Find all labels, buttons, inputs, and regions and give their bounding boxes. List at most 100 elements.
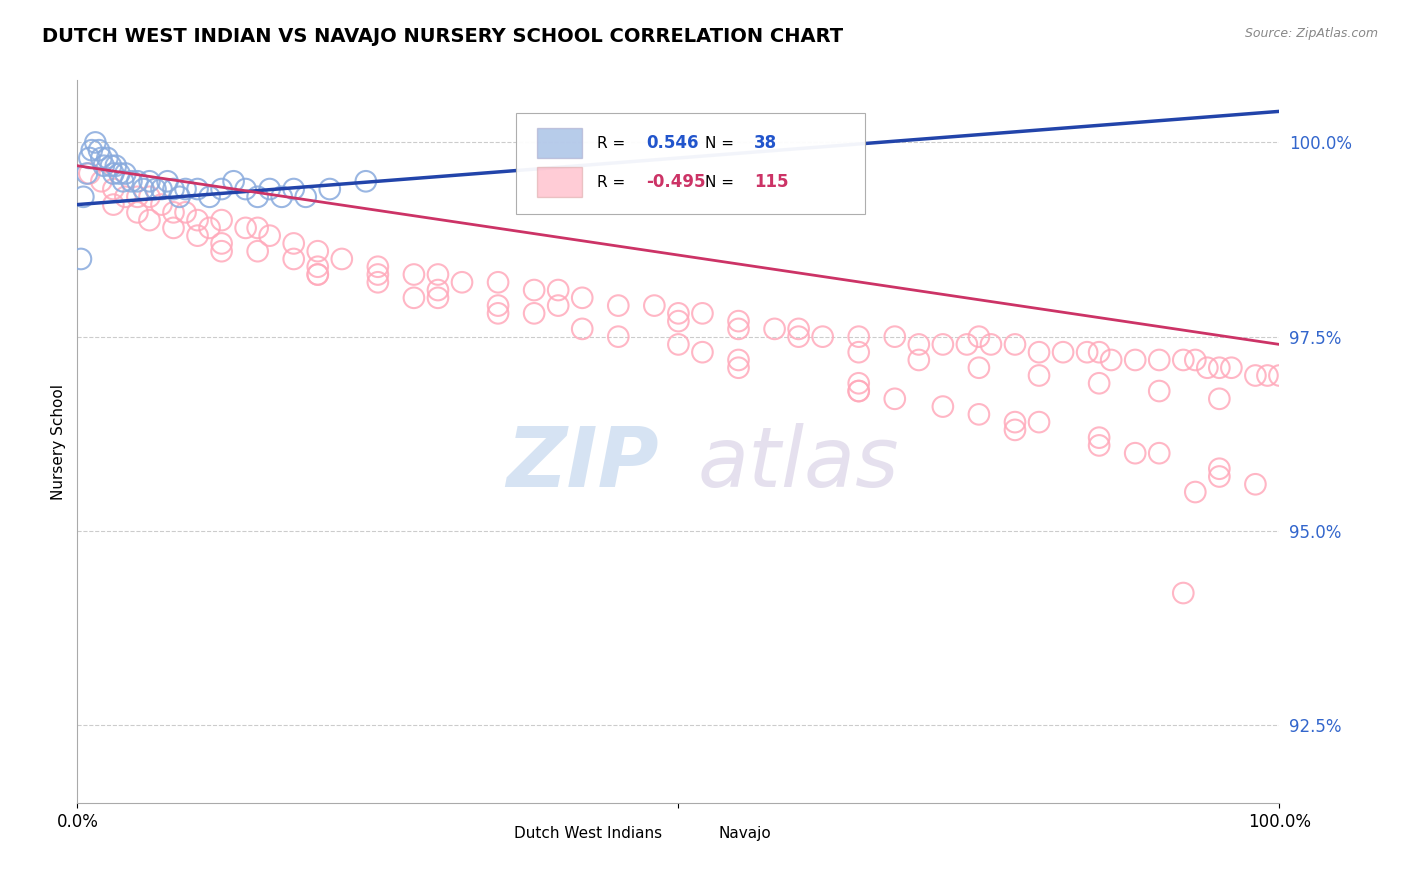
Point — [787, 329, 810, 343]
Point — [96, 151, 118, 165]
Point — [259, 182, 281, 196]
Point — [367, 268, 389, 282]
Point — [668, 337, 690, 351]
Bar — [537, 167, 582, 197]
Point — [1208, 461, 1230, 475]
Point — [811, 329, 834, 343]
Point — [127, 205, 149, 219]
Text: Navajo: Navajo — [718, 826, 770, 840]
Point — [162, 205, 184, 219]
Point — [294, 190, 316, 204]
Point — [145, 182, 167, 196]
Point — [1088, 431, 1111, 445]
Point — [246, 190, 269, 204]
Point — [692, 306, 714, 320]
Point — [1149, 384, 1171, 398]
Point — [211, 244, 233, 259]
Point — [1149, 353, 1171, 368]
Point — [427, 283, 450, 297]
Point — [547, 299, 569, 313]
Point — [848, 345, 870, 359]
Point — [1184, 353, 1206, 368]
Point — [547, 283, 569, 297]
Text: R =: R = — [596, 175, 630, 190]
Point — [108, 167, 131, 181]
Point — [692, 345, 714, 359]
Point — [932, 337, 955, 351]
Text: 115: 115 — [754, 173, 789, 191]
Point — [104, 159, 127, 173]
Point — [607, 299, 630, 313]
Point — [307, 244, 329, 259]
Text: 0.546: 0.546 — [645, 134, 699, 153]
Point — [90, 151, 112, 165]
Point — [162, 220, 184, 235]
Point — [763, 322, 786, 336]
Point — [103, 167, 125, 181]
Point — [1123, 446, 1146, 460]
Point — [1088, 345, 1111, 359]
Text: N =: N = — [704, 136, 738, 151]
Point — [1028, 345, 1050, 359]
Point — [150, 197, 173, 211]
Point — [486, 299, 509, 313]
Bar — [679, 824, 709, 843]
Point — [1028, 415, 1050, 429]
Point — [132, 182, 155, 196]
Point — [1173, 586, 1195, 600]
Point — [1099, 353, 1122, 368]
Point — [138, 213, 160, 227]
Point — [114, 190, 136, 204]
Text: Source: ZipAtlas.com: Source: ZipAtlas.com — [1244, 27, 1378, 40]
Point — [211, 236, 233, 251]
Point — [186, 182, 209, 196]
Point — [120, 174, 142, 188]
Point — [330, 252, 353, 266]
Point — [883, 329, 905, 343]
Text: 38: 38 — [754, 134, 778, 153]
Point — [607, 329, 630, 343]
Text: atlas: atlas — [697, 423, 900, 504]
Point — [668, 306, 690, 320]
Point — [848, 384, 870, 398]
Point — [1220, 360, 1243, 375]
Point — [174, 182, 197, 196]
Point — [1088, 438, 1111, 452]
Point — [727, 314, 749, 328]
Point — [103, 197, 125, 211]
Point — [1268, 368, 1291, 383]
Point — [211, 213, 233, 227]
Point — [848, 376, 870, 391]
Point — [1173, 353, 1195, 368]
Point — [1076, 345, 1098, 359]
Point — [883, 392, 905, 406]
Point — [1184, 485, 1206, 500]
Point — [114, 167, 136, 181]
Point — [283, 182, 305, 196]
Point — [956, 337, 979, 351]
Point — [967, 329, 990, 343]
Point — [211, 182, 233, 196]
Point — [169, 190, 191, 204]
Point — [643, 299, 665, 313]
Point — [1004, 337, 1026, 351]
Point — [451, 275, 474, 289]
Point — [259, 228, 281, 243]
Point — [486, 306, 509, 320]
Point — [235, 220, 257, 235]
Text: ZIP: ZIP — [506, 423, 658, 504]
Point — [150, 182, 173, 196]
FancyBboxPatch shape — [516, 112, 865, 214]
Point — [848, 329, 870, 343]
Point — [84, 136, 107, 150]
Point — [367, 260, 389, 274]
Text: DUTCH WEST INDIAN VS NAVAJO NURSERY SCHOOL CORRELATION CHART: DUTCH WEST INDIAN VS NAVAJO NURSERY SCHO… — [42, 27, 844, 45]
Point — [127, 174, 149, 188]
Point — [76, 167, 98, 181]
Point — [79, 151, 101, 165]
Text: N =: N = — [704, 175, 738, 190]
Point — [727, 353, 749, 368]
Point — [93, 159, 115, 173]
Point — [319, 182, 342, 196]
Point — [980, 337, 1002, 351]
